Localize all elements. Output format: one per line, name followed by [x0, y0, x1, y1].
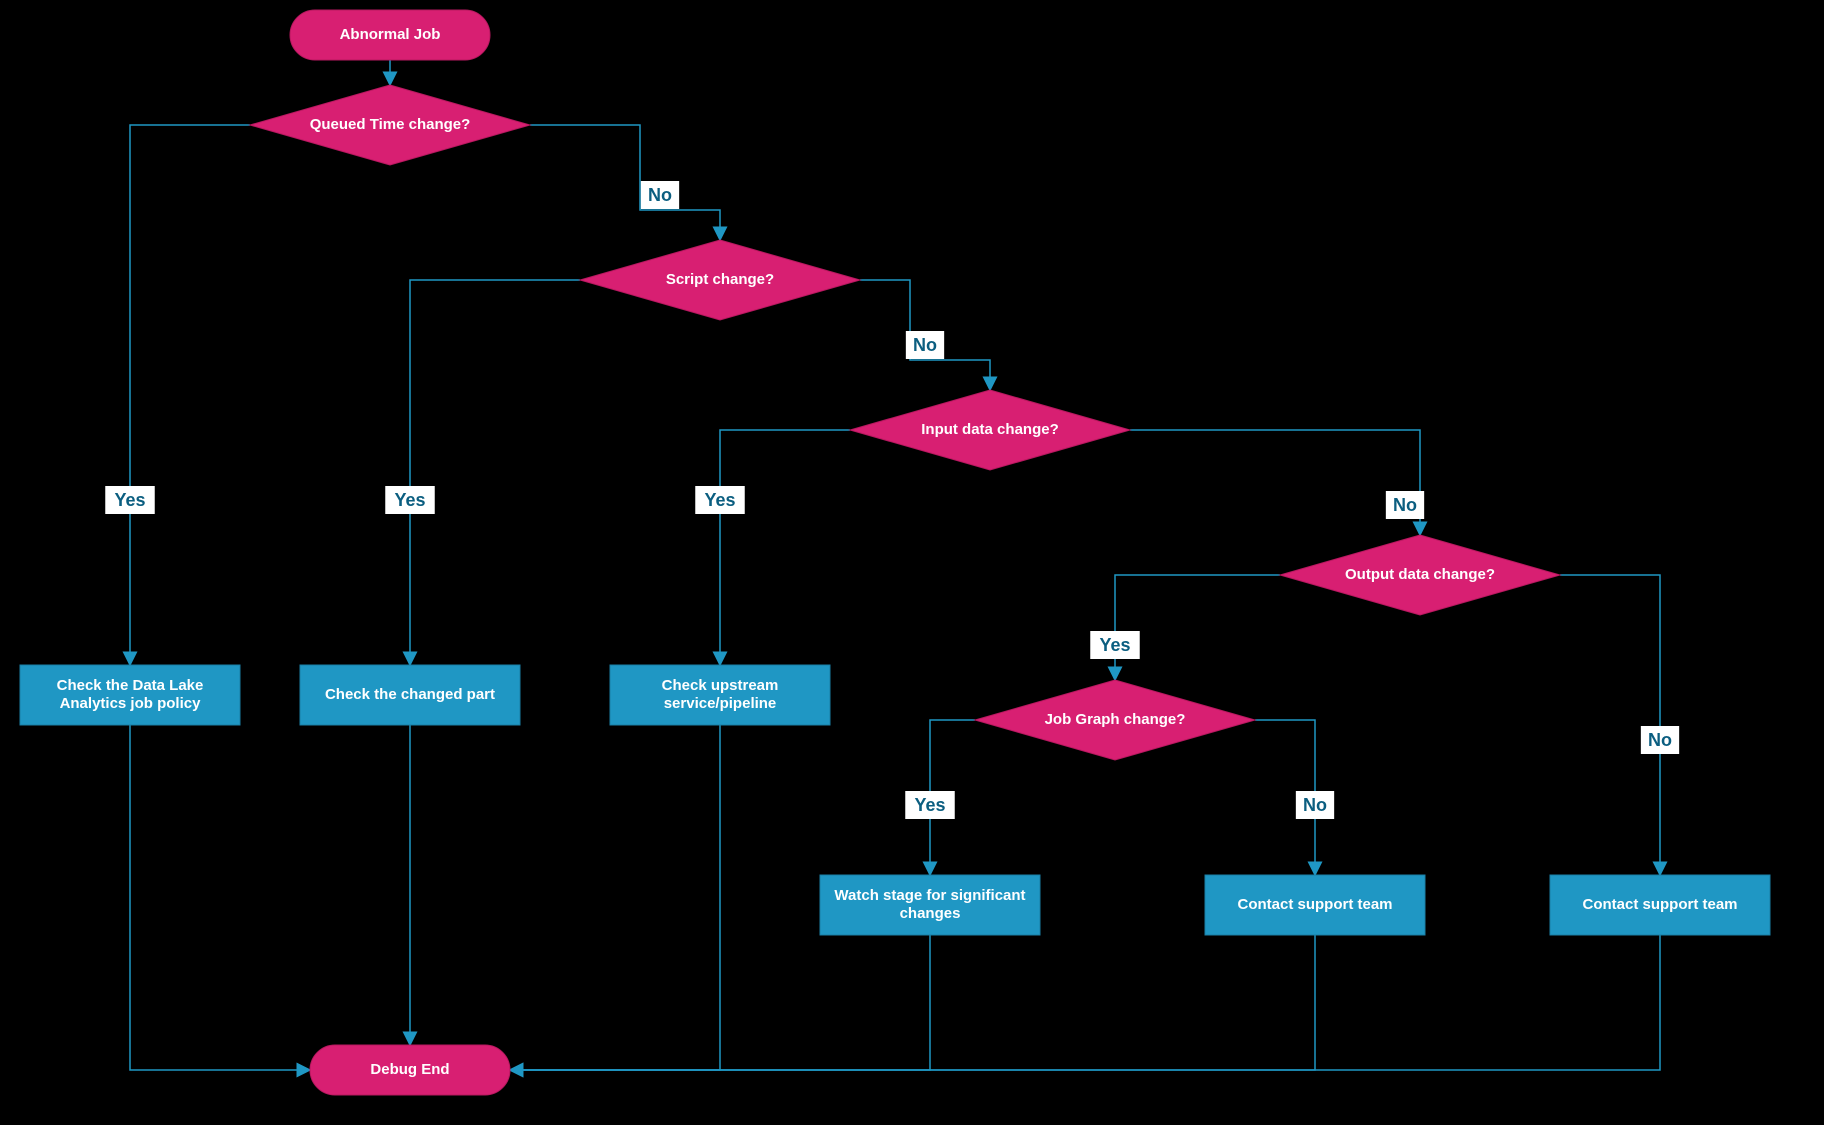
edge-e-p5-end [510, 935, 1315, 1070]
flowchart-canvas: Abnormal Job Queued Time change? Script ch… [0, 0, 1824, 1125]
node-label: Contact support team [1237, 896, 1392, 913]
node-label: Contact support team [1582, 896, 1737, 913]
edge-label-e-d2-yes: Yes [394, 490, 425, 510]
node-label: Input data change? [921, 421, 1059, 438]
edge-e-d3-no [1130, 430, 1420, 535]
node-label: changes [900, 905, 961, 922]
edge-label-e-d4-yes: Yes [1099, 635, 1130, 655]
node-p6: Contact support team [1550, 875, 1770, 935]
node-label: Output data change? [1345, 566, 1495, 583]
node-end: Debug End [310, 1045, 510, 1095]
edge-label-e-d4-no: No [1648, 730, 1672, 750]
edge-e-d3-yes [720, 430, 850, 665]
edge-label-e-d3-no: No [1393, 495, 1417, 515]
node-d5: Job Graph change? [975, 680, 1255, 760]
node-label: Check upstream [662, 677, 779, 694]
edge-label-e-d1-no: No [648, 185, 672, 205]
edge-label-e-d1-yes: Yes [114, 490, 145, 510]
node-p2: Check the changed part [300, 665, 520, 725]
edge-e-p6-end [510, 935, 1660, 1070]
node-label: service/pipeline [664, 695, 777, 712]
edge-label-e-d5-no: No [1303, 795, 1327, 815]
node-label: Watch stage for significant [834, 887, 1025, 904]
node-label: Abnormal Job [340, 26, 441, 43]
edge-label-e-d3-yes: Yes [704, 490, 735, 510]
node-p3: Check upstreamservice/pipeline [610, 665, 830, 725]
node-p5: Contact support team [1205, 875, 1425, 935]
node-label: Check the Data Lake [57, 677, 204, 694]
edge-e-d4-no [1560, 575, 1660, 875]
node-label: Analytics job policy [60, 695, 202, 712]
node-label: Script change? [666, 271, 774, 288]
node-start: Abnormal Job [290, 10, 490, 60]
node-label: Check the changed part [325, 686, 495, 703]
edge-e-p1-end [130, 725, 310, 1070]
node-p1: Check the Data LakeAnalytics job policy [20, 665, 240, 725]
node-label: Queued Time change? [310, 116, 471, 133]
node-p4: Watch stage for significantchanges [820, 875, 1040, 935]
edge-e-d2-yes [410, 280, 580, 665]
node-d4: Output data change? [1280, 535, 1560, 615]
edge-e-p3-end [510, 725, 720, 1070]
node-d3: Input data change? [850, 390, 1130, 470]
node-d2: Script change? [580, 240, 860, 320]
edge-label-e-d5-yes: Yes [914, 795, 945, 815]
edge-label-e-d2-no: No [913, 335, 937, 355]
edge-e-d4-yes [1115, 575, 1280, 680]
node-d1: Queued Time change? [250, 85, 530, 165]
node-label: Job Graph change? [1045, 711, 1186, 728]
edge-e-d1-no [530, 125, 720, 240]
node-label: Debug End [370, 1061, 449, 1078]
edge-e-d1-yes [130, 125, 250, 665]
